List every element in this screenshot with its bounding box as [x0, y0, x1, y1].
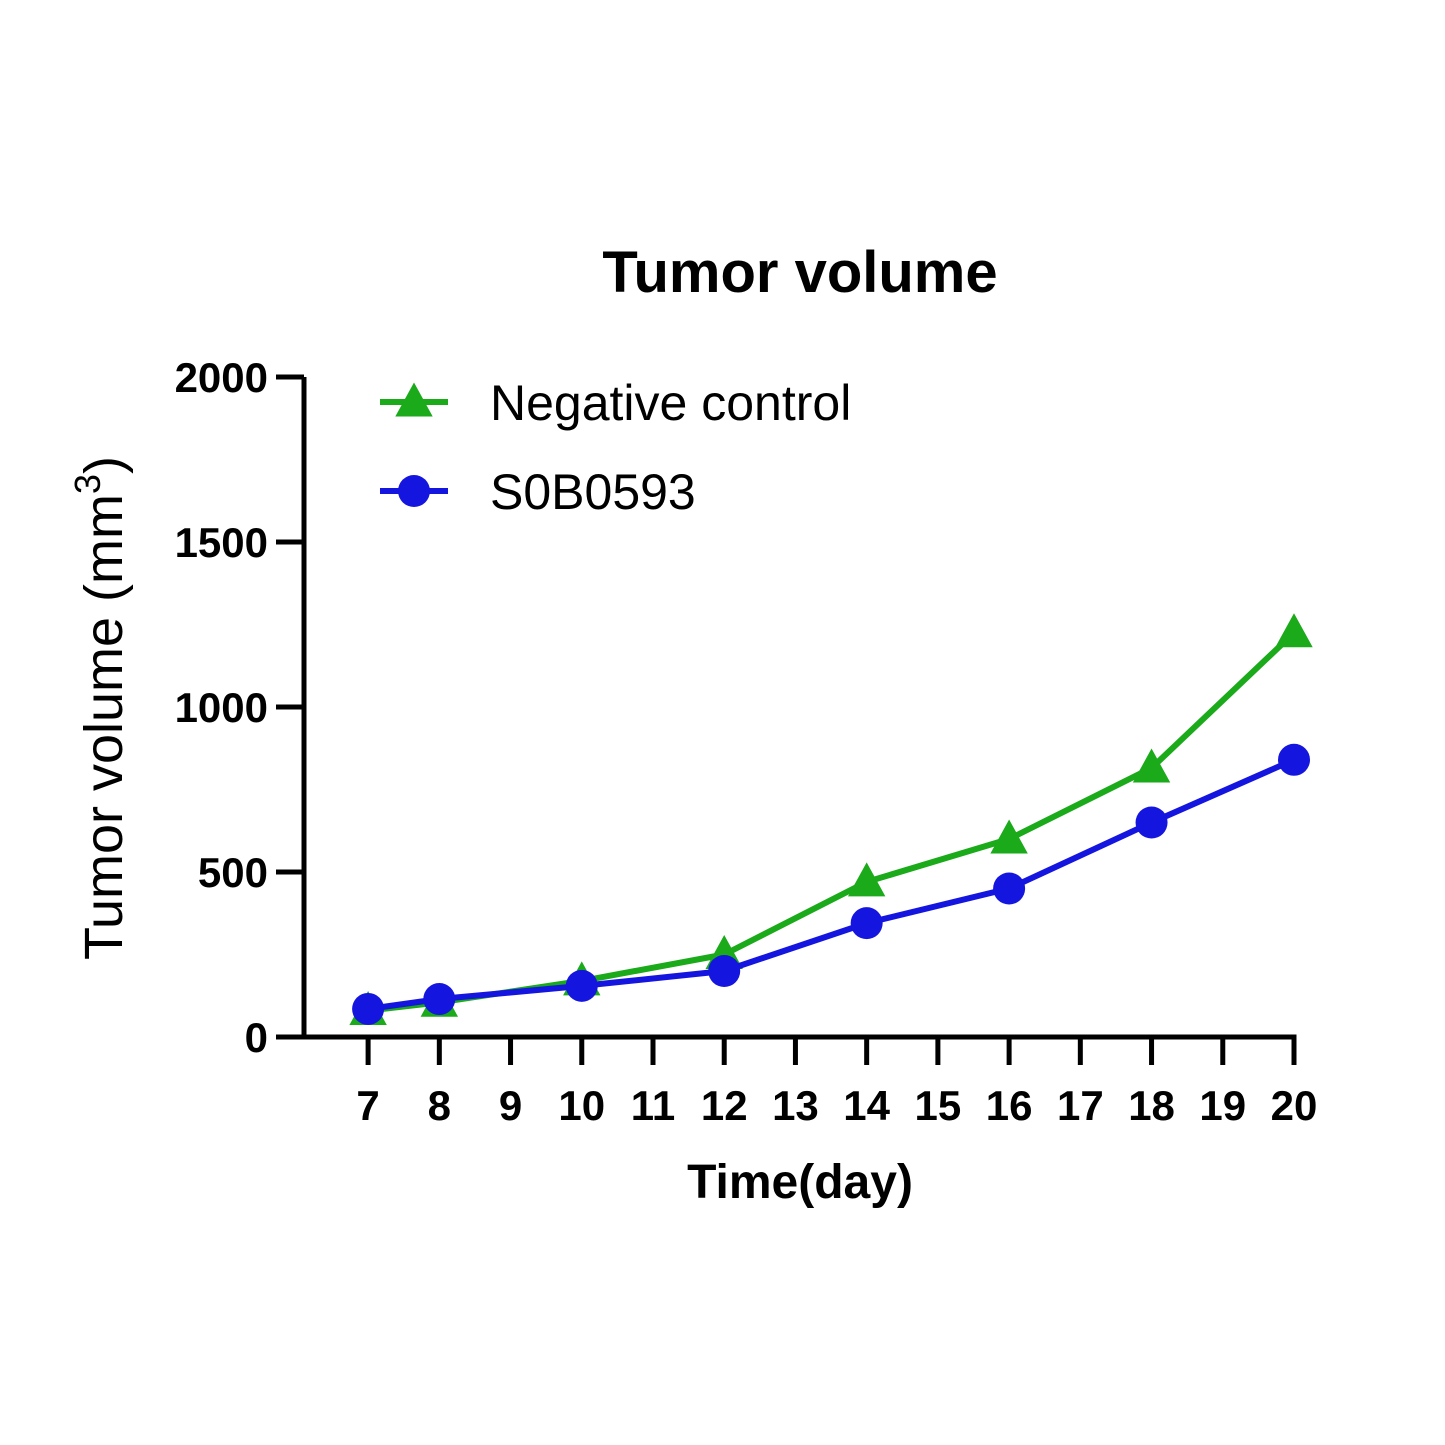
legend-label-s0b0593: S0B0593 [490, 464, 696, 520]
series-point-s0b0593-20 [1278, 743, 1310, 776]
series-point-negative-control-16 [990, 819, 1028, 854]
x-tick-label-19: 19 [1199, 1082, 1246, 1129]
x-tick-label-17: 17 [1057, 1082, 1104, 1129]
y-tick-label-1000: 1000 [175, 684, 268, 731]
legend-label-negative-control: Negative control [490, 375, 851, 431]
series-point-s0b0593-16 [993, 872, 1026, 905]
legend: Negative control S0B0593 [380, 375, 851, 520]
series-layer [349, 613, 1313, 1026]
x-tick-label-13: 13 [772, 1082, 819, 1129]
x-tick-label-9: 9 [499, 1082, 522, 1129]
series-point-s0b0593-7 [352, 992, 385, 1025]
series-point-s0b0593-18 [1135, 806, 1168, 839]
x-tick-label-12: 12 [701, 1082, 748, 1129]
y-tick-label-1500: 1500 [175, 519, 268, 566]
y-axis-label: Tumor volume (mm3) [67, 456, 134, 960]
x-tick-label-20: 20 [1271, 1082, 1318, 1129]
series-point-negative-control-14 [847, 862, 886, 897]
x-tick-label-10: 10 [558, 1082, 605, 1129]
series-point-s0b0593-10 [565, 969, 598, 1002]
y-axis-label-superscript: 3 [67, 474, 108, 494]
series-point-s0b0593-12 [708, 955, 741, 987]
series-point-s0b0593-8 [423, 983, 456, 1016]
x-tick-label-14: 14 [843, 1082, 890, 1129]
x-tick-label-18: 18 [1128, 1082, 1175, 1129]
series-point-negative-control-18 [1132, 748, 1171, 783]
legend-marker-s0b0593 [398, 475, 430, 507]
series-point-s0b0593-14 [850, 907, 883, 940]
x-tick-label-7: 7 [356, 1082, 379, 1129]
y-tick-label-500: 500 [198, 849, 268, 896]
y-axis-label-close: ) [74, 456, 134, 474]
series-point-negative-control-20 [1275, 613, 1313, 648]
x-tick-label-15: 15 [915, 1082, 962, 1129]
legend-marker-negative-control [395, 382, 433, 417]
y-tick-label-2000: 2000 [175, 354, 268, 401]
x-axis-label: Time(day) [687, 1156, 913, 1209]
axes [276, 377, 1297, 1040]
series-line-s0b0593 [367, 757, 1296, 1012]
x-tick-label-16: 16 [986, 1082, 1033, 1129]
x-tick-label-8: 8 [428, 1082, 451, 1129]
ticks: 0 500 1000 1500 2000 7 8 9 10 11 12 13 14 15 16 17 18 19 2… [175, 354, 1318, 1129]
x-tick-label-11: 11 [631, 1082, 675, 1129]
y-tick-label-0: 0 [245, 1014, 268, 1061]
y-axis-label-main: Tumor volume (mm [74, 494, 134, 960]
chart-title: Tumor volume [602, 240, 997, 305]
